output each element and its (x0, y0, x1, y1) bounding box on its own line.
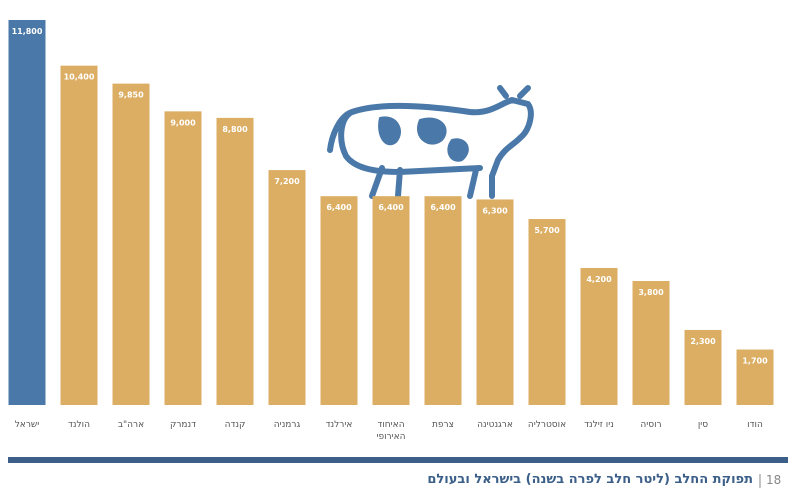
value-label: 6,400 (430, 203, 456, 212)
value-label: 4,200 (586, 275, 612, 284)
value-label: 10,400 (64, 73, 95, 82)
x-tick-label: הולנד (68, 420, 90, 430)
bar (216, 117, 254, 406)
value-label: 9,000 (170, 118, 196, 127)
bar (268, 170, 306, 405)
x-tick-label: ארה"ב (117, 420, 145, 430)
bar (164, 111, 202, 406)
x-tick-label: האיחוד האירופי (376, 420, 406, 442)
value-label: 6,400 (326, 203, 352, 212)
x-tick-label: אירלנד (325, 420, 353, 430)
x-tick-label: צרפת (432, 420, 454, 430)
x-tick-label: סין (697, 420, 709, 430)
page-number: 18 (766, 473, 782, 487)
baseline-bar (8, 457, 788, 463)
bar (372, 196, 410, 405)
x-tick-label: רוסיה (640, 420, 662, 430)
value-label: 6,300 (482, 206, 508, 215)
bar (528, 219, 566, 405)
value-label: 5,700 (534, 226, 560, 235)
bar (320, 196, 358, 405)
x-tick-label: דנמרק (169, 420, 197, 430)
value-label: 2,300 (690, 337, 716, 346)
bar (684, 329, 722, 405)
bar (736, 349, 774, 405)
x-tick-label: ניו זילנד (584, 420, 614, 430)
x-tick-label: הודו (747, 420, 763, 430)
chart-title: תפוקת החלב (ליטר חלב לפרה בשנה) בישראל ו… (427, 472, 753, 487)
value-label: 9,850 (118, 91, 144, 100)
bar (476, 199, 514, 405)
value-label: 6,400 (378, 203, 404, 212)
value-label: 11,800 (12, 27, 43, 36)
bar (580, 267, 618, 405)
x-tick-label: קנדה (224, 420, 246, 430)
value-label: 1,700 (742, 357, 768, 366)
bar (60, 65, 98, 405)
bar (632, 281, 670, 405)
x-tick-label: ארגנטינה (477, 420, 513, 430)
cow-icon (327, 85, 534, 199)
x-tick-label: גרמניה (273, 420, 301, 430)
bar (112, 83, 150, 406)
bar (8, 20, 46, 405)
bar (424, 196, 462, 405)
x-tick-label: אוסטרליה (527, 420, 567, 430)
value-label: 7,200 (274, 177, 300, 186)
value-label: 8,800 (222, 125, 248, 134)
x-tick-label: ישראל (14, 420, 40, 430)
value-label: 3,800 (638, 288, 664, 297)
